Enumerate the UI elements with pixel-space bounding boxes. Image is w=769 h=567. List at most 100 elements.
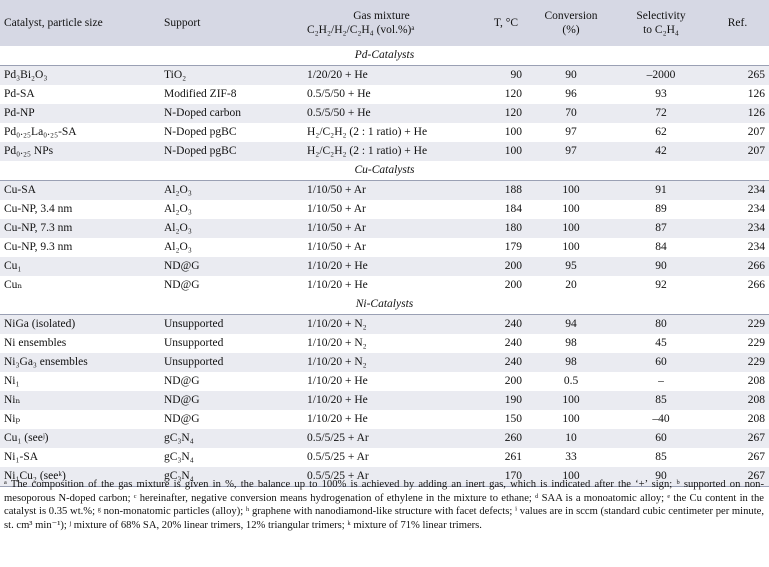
cell-support: N-Doped pgBC xyxy=(164,126,237,138)
cell-conversion: 20 xyxy=(565,279,577,291)
cell-conversion: 98 xyxy=(565,337,577,349)
cell-conversion: 97 xyxy=(565,126,577,138)
cell-temperature: 120 xyxy=(504,88,522,100)
cell-temperature: 190 xyxy=(486,391,526,410)
cell-support: Al₂O₃ xyxy=(160,180,303,200)
cell-gas-mixture: 1/10/50 + Ar xyxy=(303,219,486,238)
cell-catalyst: Pd₀.₂₅ NPs xyxy=(0,142,160,161)
cell-selectivity: 62 xyxy=(655,126,667,138)
cell-conversion: 0.5 xyxy=(563,375,579,387)
cell-catalyst: Cu-NP, 7.3 nm xyxy=(0,219,160,238)
cell-ref: 207 xyxy=(747,126,765,138)
cell-ref: 229 xyxy=(747,337,765,349)
cell-gas-mixture: 0.5/5/25 + Ar xyxy=(303,467,486,487)
cell-gas-mixture: 1/10/20 + He xyxy=(307,279,368,291)
cell-conversion: 100 xyxy=(526,180,616,200)
cell-ref: 208 xyxy=(706,391,769,410)
cell-selectivity: 85 xyxy=(655,451,667,463)
cell-ref: 266 xyxy=(706,257,769,276)
cell-gas-mixture: 1/20/20 + He xyxy=(303,65,486,85)
cell-support: gC₃N₄ xyxy=(164,451,194,463)
cell-selectivity: –40 xyxy=(652,413,670,425)
cell-conversion: 100 xyxy=(562,413,580,425)
cell-conversion: 33 xyxy=(565,451,577,463)
cell-support: gC₃N₄ xyxy=(160,429,303,448)
cell-temperature: 150 xyxy=(504,413,522,425)
table-row: Niₚ ND@G 1/10/20 + He 150 100 –40 208 xyxy=(0,410,769,429)
cell-catalyst: Ni₁Cu₂ (seeᵏ) xyxy=(0,467,160,487)
cell-temperature: 180 xyxy=(486,219,526,238)
cell-support: ND@G xyxy=(160,391,303,410)
cell-temperature: 179 xyxy=(504,241,522,253)
cell-ref: 208 xyxy=(747,413,765,425)
cell-temperature: 240 xyxy=(504,337,522,349)
table-body: Pd-Catalysts Pd₃Bi₂O₃ TiO₂ 1/20/20 + He 90 90… xyxy=(0,46,769,487)
cell-conversion: 96 xyxy=(565,88,577,100)
section-heading-row: Pd-Catalysts xyxy=(0,46,769,66)
cell-gas-mixture: 1/10/50 + Ar xyxy=(307,241,366,253)
catalyst-table: Catalyst, particle size Support Gas mixt… xyxy=(0,0,769,487)
cell-catalyst: Niₚ xyxy=(4,413,21,425)
cell-catalyst: Cu₁ (seeʲ) xyxy=(0,429,160,448)
cell-selectivity: –2000 xyxy=(616,65,706,85)
section-heading-row: Cu-Catalysts xyxy=(0,161,769,181)
cell-ref: 208 xyxy=(747,375,765,387)
header-gas-line2: C₂H₂/H₂/C₂H₄ (vol.%)ᵃ xyxy=(307,24,415,36)
cell-ref: 266 xyxy=(747,279,765,291)
cell-selectivity: 87 xyxy=(616,219,706,238)
cell-support: ND@G xyxy=(160,257,303,276)
header-catalyst: Catalyst, particle size xyxy=(0,0,160,46)
header-conversion: Conversion (%) xyxy=(526,0,616,46)
cell-temperature: 200 xyxy=(504,279,522,291)
cell-gas-mixture: 1/10/20 + N₂ xyxy=(303,314,486,334)
table-row: Ni ensembles Unsupported 1/10/20 + N₂ 240 98… xyxy=(0,334,769,353)
cell-support: ND@G xyxy=(164,279,200,291)
cell-temperature: 188 xyxy=(486,180,526,200)
cell-support: Unsupported xyxy=(160,353,303,372)
table-row: Cu-NP, 3.4 nm Al₂O₃ 1/10/50 + Ar 184 100 89 23… xyxy=(0,200,769,219)
header-selectivity-line1: Selectivity xyxy=(636,10,686,22)
cell-ref: 229 xyxy=(706,353,769,372)
table-row: Cu₁ (seeʲ) gC₃N₄ 0.5/5/25 + Ar 260 10 60 267 xyxy=(0,429,769,448)
cell-selectivity: – xyxy=(658,375,664,387)
cell-conversion: 97 xyxy=(526,142,616,161)
cell-support: Unsupported xyxy=(164,337,224,349)
table-row: Cu-SA Al₂O₃ 1/10/50 + Ar 188 100 91 234 xyxy=(0,180,769,200)
header-selectivity-line2: to C₂H₄ xyxy=(643,24,679,36)
cell-conversion: 90 xyxy=(526,65,616,85)
cell-selectivity: 85 xyxy=(616,391,706,410)
cell-catalyst: Pd-NP xyxy=(0,104,160,123)
cell-conversion: 70 xyxy=(526,104,616,123)
cell-ref: 267 xyxy=(706,467,769,487)
cell-ref: 267 xyxy=(747,451,765,463)
cell-conversion: 100 xyxy=(526,219,616,238)
section-title: Pd-Catalysts xyxy=(0,46,769,66)
table-row: Cu-NP, 9.3 nm Al₂O₃ 1/10/50 + Ar 179 100 84 23… xyxy=(0,238,769,257)
cell-catalyst: Niₙ xyxy=(0,391,160,410)
cell-support: Al₂O₃ xyxy=(164,241,192,253)
cell-gas-mixture: 0.5/5/50 + He xyxy=(303,104,486,123)
cell-ref: 234 xyxy=(747,241,765,253)
cell-selectivity: 72 xyxy=(616,104,706,123)
table-row: Ni₃Ga₃ ensembles Unsupported 1/10/20 + N₂ 2… xyxy=(0,353,769,372)
table-row: NiGa (isolated) Unsupported 1/10/20 + N₂ 24… xyxy=(0,314,769,334)
section-title: Ni-Catalysts xyxy=(0,295,769,315)
cell-selectivity: 90 xyxy=(616,257,706,276)
cell-temperature: 120 xyxy=(486,104,526,123)
cell-temperature: 184 xyxy=(504,203,522,215)
cell-gas-mixture: 1/10/20 + N₂ xyxy=(303,353,486,372)
cell-temperature: 261 xyxy=(504,451,522,463)
table-row: Ni₁ ND@G 1/10/20 + He 200 0.5 – 208 xyxy=(0,372,769,391)
cell-support: ND@G xyxy=(164,413,200,425)
cell-selectivity: 89 xyxy=(655,203,667,215)
cell-temperature: 170 xyxy=(486,467,526,487)
cell-ref: 234 xyxy=(706,219,769,238)
header-support: Support xyxy=(160,0,303,46)
cell-selectivity: 91 xyxy=(616,180,706,200)
table-row: Niₙ ND@G 1/10/20 + He 190 100 85 208 xyxy=(0,391,769,410)
cell-temperature: 100 xyxy=(504,126,522,138)
cell-temperature: 240 xyxy=(486,314,526,334)
table-row: Pd-SA Modified ZIF-8 0.5/5/50 + He 120 96 93 1… xyxy=(0,85,769,104)
cell-support: gC₃N₄ xyxy=(160,467,303,487)
